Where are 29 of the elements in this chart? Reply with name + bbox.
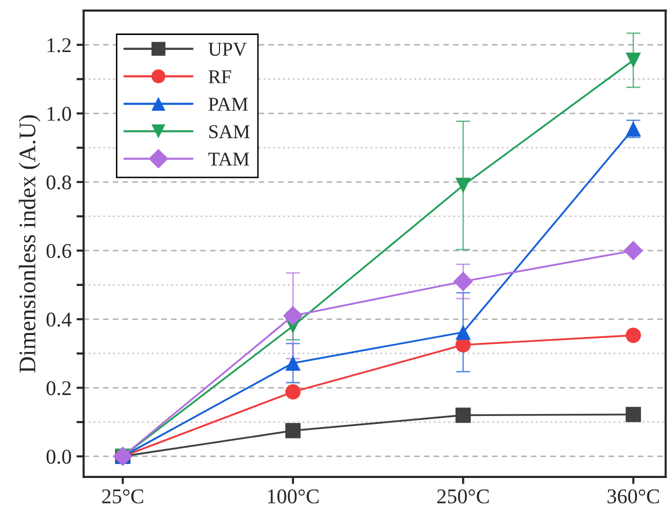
y-axis-title: Dimensionless index (A.U): [18, 115, 40, 373]
y-tick-label: 0.8: [46, 175, 72, 190]
legend-label: PAM: [208, 98, 248, 111]
legend-label: TAM: [208, 152, 250, 166]
y-tick-label: 1.2: [48, 38, 71, 52]
point: [624, 240, 644, 260]
point: [453, 272, 473, 292]
y-tick-label: 0.2: [46, 381, 71, 396]
point: [285, 384, 301, 400]
legend-label: RF: [208, 70, 232, 84]
x-tick-label: 25°C: [102, 489, 144, 504]
point: [626, 406, 641, 422]
point: [455, 324, 471, 340]
point: [285, 355, 301, 371]
y-tick-label: 0.6: [46, 244, 72, 258]
legend-label: SAM: [209, 125, 250, 138]
y-tick-label: 1.0: [48, 106, 72, 121]
point: [285, 423, 301, 438]
point: [283, 306, 303, 326]
y-tick-label: 0.0: [46, 450, 72, 464]
legend-label: UPV: [208, 42, 247, 56]
x-tick-label: 100°C: [268, 489, 319, 504]
point: [626, 52, 641, 68]
x-tick-label: 360°C: [608, 489, 659, 504]
y-tick-label: 0.4: [46, 312, 72, 327]
point: [455, 178, 471, 194]
x-tick-label: 250°C: [437, 489, 489, 504]
point: [626, 328, 641, 343]
point: [455, 408, 471, 423]
